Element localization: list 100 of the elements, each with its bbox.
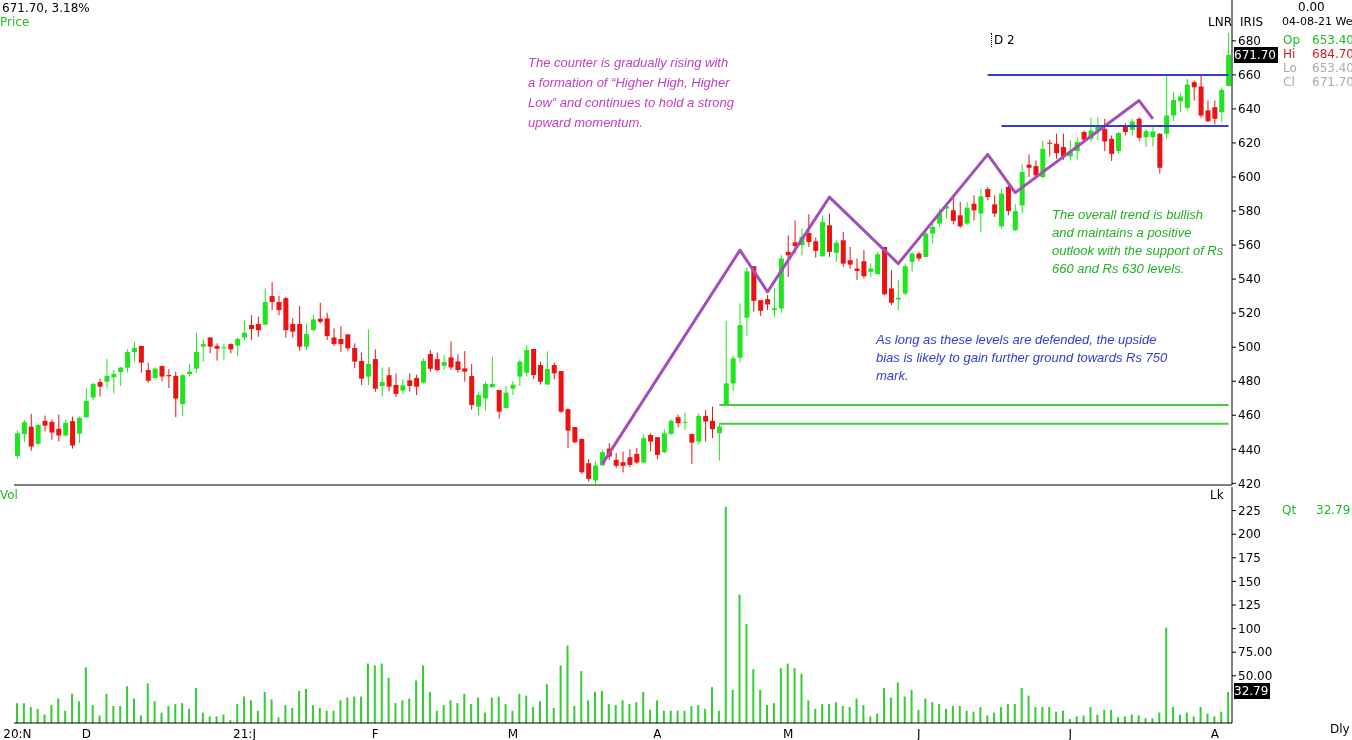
candlestick <box>847 246 853 270</box>
candlestick <box>352 342 358 369</box>
bar <box>415 680 418 723</box>
x-tick-label: D <box>81 726 91 740</box>
bar <box>903 696 906 723</box>
annotation: Lk <box>1210 488 1224 502</box>
y-tick-label: 540 <box>1238 272 1261 287</box>
candlestick <box>544 350 550 386</box>
bar <box>834 702 837 723</box>
bar <box>22 703 25 723</box>
bar <box>112 706 115 723</box>
y-tick-label: 175 <box>1238 551 1261 566</box>
bar <box>57 698 60 723</box>
candlestick <box>840 231 846 268</box>
candlestick <box>262 287 268 326</box>
x-tick-label: F <box>371 726 379 740</box>
bar <box>380 663 383 723</box>
bar <box>263 691 266 723</box>
bar <box>711 687 714 723</box>
candlestick <box>111 369 117 394</box>
annotation: The counter is gradually rising with a formation of “Higher High, Higher Low” and continues to hold a strong upward momentum. <box>528 54 735 132</box>
bar <box>587 700 590 723</box>
bar <box>1082 715 1085 723</box>
bar <box>277 717 280 723</box>
bar <box>841 706 844 723</box>
bar <box>690 706 693 723</box>
candlestick <box>173 371 179 418</box>
bar <box>628 704 631 723</box>
candlestick <box>1109 134 1115 162</box>
bar <box>353 696 356 723</box>
bar <box>538 701 541 723</box>
bar <box>635 702 638 723</box>
bar <box>366 663 369 723</box>
candlestick <box>131 341 137 363</box>
bar <box>731 689 734 723</box>
bar <box>243 696 246 723</box>
bar <box>463 693 466 723</box>
candlestick <box>297 305 303 352</box>
bar <box>401 700 404 723</box>
bar <box>119 706 122 723</box>
candlestick <box>248 314 254 341</box>
candlestick <box>716 422 722 461</box>
y-tick-label: 500 <box>1238 340 1261 355</box>
candlestick <box>703 409 709 443</box>
bar <box>552 707 555 723</box>
candlestick <box>145 362 151 384</box>
y-tick-label: 200 <box>1238 527 1261 542</box>
bar <box>807 700 810 723</box>
bar <box>360 696 363 723</box>
bar <box>208 716 211 723</box>
bar <box>931 702 934 723</box>
candlestick <box>1102 118 1108 152</box>
bar <box>979 706 982 723</box>
bar <box>153 701 156 723</box>
candlestick <box>833 239 839 263</box>
bar <box>573 706 576 723</box>
bar <box>1041 706 1044 723</box>
bar <box>724 506 727 723</box>
candlestick <box>441 354 447 371</box>
bar <box>428 691 431 723</box>
bar <box>291 707 294 723</box>
bar <box>1006 704 1009 723</box>
x-tick-label: A <box>1210 726 1220 740</box>
bar <box>745 623 748 723</box>
candlestick <box>1012 203 1018 232</box>
bar <box>772 703 775 723</box>
bar <box>545 684 548 723</box>
bar <box>1165 627 1168 723</box>
bar <box>910 689 913 723</box>
candlestick <box>593 461 599 485</box>
bar <box>146 683 149 723</box>
candlestick <box>434 351 440 373</box>
bar <box>600 690 603 723</box>
bar <box>215 716 218 723</box>
bar <box>284 705 287 723</box>
candlestick <box>1177 92 1183 113</box>
bar <box>456 703 459 723</box>
candlestick <box>21 419 27 443</box>
text: 0.00 <box>1298 0 1325 14</box>
x-tick-label: M <box>507 726 519 740</box>
candlestick <box>407 372 413 393</box>
candlestick <box>661 428 667 454</box>
candlestick <box>421 357 426 384</box>
bar <box>36 708 39 723</box>
bar <box>16 703 18 723</box>
bar <box>318 707 321 723</box>
bar <box>793 668 796 723</box>
bar <box>194 688 197 723</box>
candlestick <box>503 385 509 409</box>
candlestick <box>723 320 729 407</box>
bar <box>1199 706 1202 723</box>
bar <box>649 709 652 723</box>
bar <box>408 698 411 723</box>
candlestick <box>276 295 282 316</box>
y-tick-label: 225 <box>1238 503 1261 518</box>
bar <box>1048 706 1051 723</box>
annotation: Price <box>0 15 30 29</box>
bar <box>704 708 707 723</box>
bar <box>655 700 658 723</box>
candlestick <box>1005 184 1011 216</box>
